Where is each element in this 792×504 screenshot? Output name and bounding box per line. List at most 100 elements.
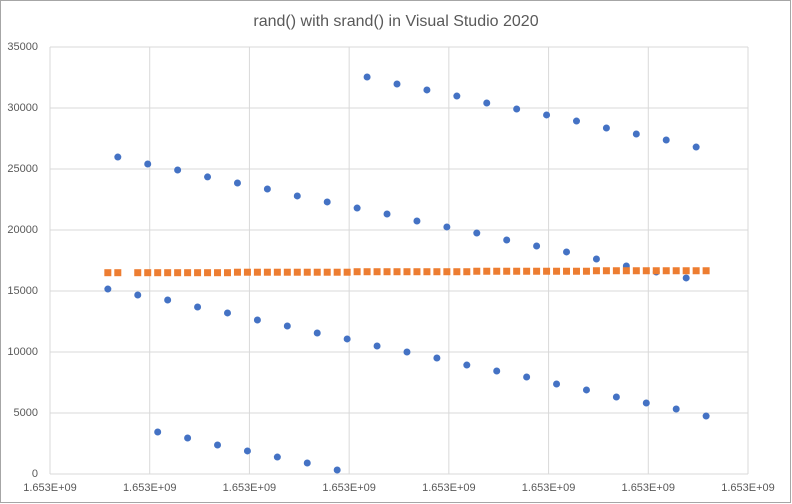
point [572,267,580,275]
point [353,204,361,212]
point [443,268,451,276]
point [563,267,571,275]
point [443,223,451,231]
point [154,269,162,277]
point [114,153,122,161]
point [453,92,461,100]
point [483,267,491,275]
point [293,192,301,200]
point [283,268,291,276]
point [313,268,321,276]
point [273,453,281,461]
point [383,268,391,276]
point [243,268,251,276]
y-tick-label: 25000 [7,163,38,175]
chart-title: rand() with srand() in Visual Studio 202… [253,13,538,30]
point [632,267,640,275]
point [204,173,212,181]
point [104,269,112,277]
point [164,296,172,304]
point [503,236,511,244]
point [642,267,650,275]
point [214,441,222,449]
point [473,229,481,237]
point [343,268,351,276]
point [543,267,551,275]
point [413,268,421,276]
point [243,447,251,455]
point [662,136,670,144]
point [383,210,391,218]
y-tick-label: 35000 [7,41,38,53]
point [513,267,521,275]
x-tick-label: 1.653E+09 [23,482,77,494]
point [642,399,650,407]
point [154,428,162,436]
point [233,268,241,276]
point [293,268,301,276]
point [353,268,361,276]
point [702,267,710,275]
point [592,255,600,263]
x-tick-label: 1.653E+09 [123,482,177,494]
point [493,267,501,275]
x-tick-label: 1.653E+09 [223,482,277,494]
point [184,434,192,442]
point [553,267,561,275]
point [303,459,311,467]
point [662,267,670,275]
point [263,268,271,276]
point [702,412,710,420]
point [672,267,680,275]
point [423,268,431,276]
point [403,348,411,356]
point [174,166,182,174]
point [223,269,231,277]
point [174,269,182,277]
x-tick-label: 1.653E+09 [721,482,775,494]
x-tick-label: 1.653E+09 [322,482,376,494]
y-tick-label: 0 [32,468,38,480]
y-tick-label: 5000 [14,407,38,419]
point [612,267,620,275]
point [433,268,441,276]
y-tick-label: 10000 [7,346,38,358]
point [194,269,202,277]
point [433,354,441,362]
point [373,342,381,350]
point [632,130,640,138]
point [253,268,261,276]
point [363,268,371,276]
point [253,316,261,324]
y-tick-label: 15000 [7,285,38,297]
point [104,285,112,293]
point [612,393,620,401]
point [463,268,471,276]
point [682,274,690,282]
point [263,185,271,193]
point [533,267,541,275]
point [323,198,331,206]
point [563,248,571,256]
point [483,99,491,107]
point [413,217,421,225]
point [184,269,192,277]
point [214,269,222,277]
point [622,267,630,275]
point [652,267,660,275]
point [553,380,561,388]
point [582,267,590,275]
point [134,269,142,277]
point [343,335,351,343]
point [493,367,501,375]
point [393,268,401,276]
point [233,179,241,187]
point [403,268,411,276]
point [273,268,281,276]
point [692,143,700,151]
point [453,268,461,276]
point [144,269,152,277]
point [393,80,401,88]
